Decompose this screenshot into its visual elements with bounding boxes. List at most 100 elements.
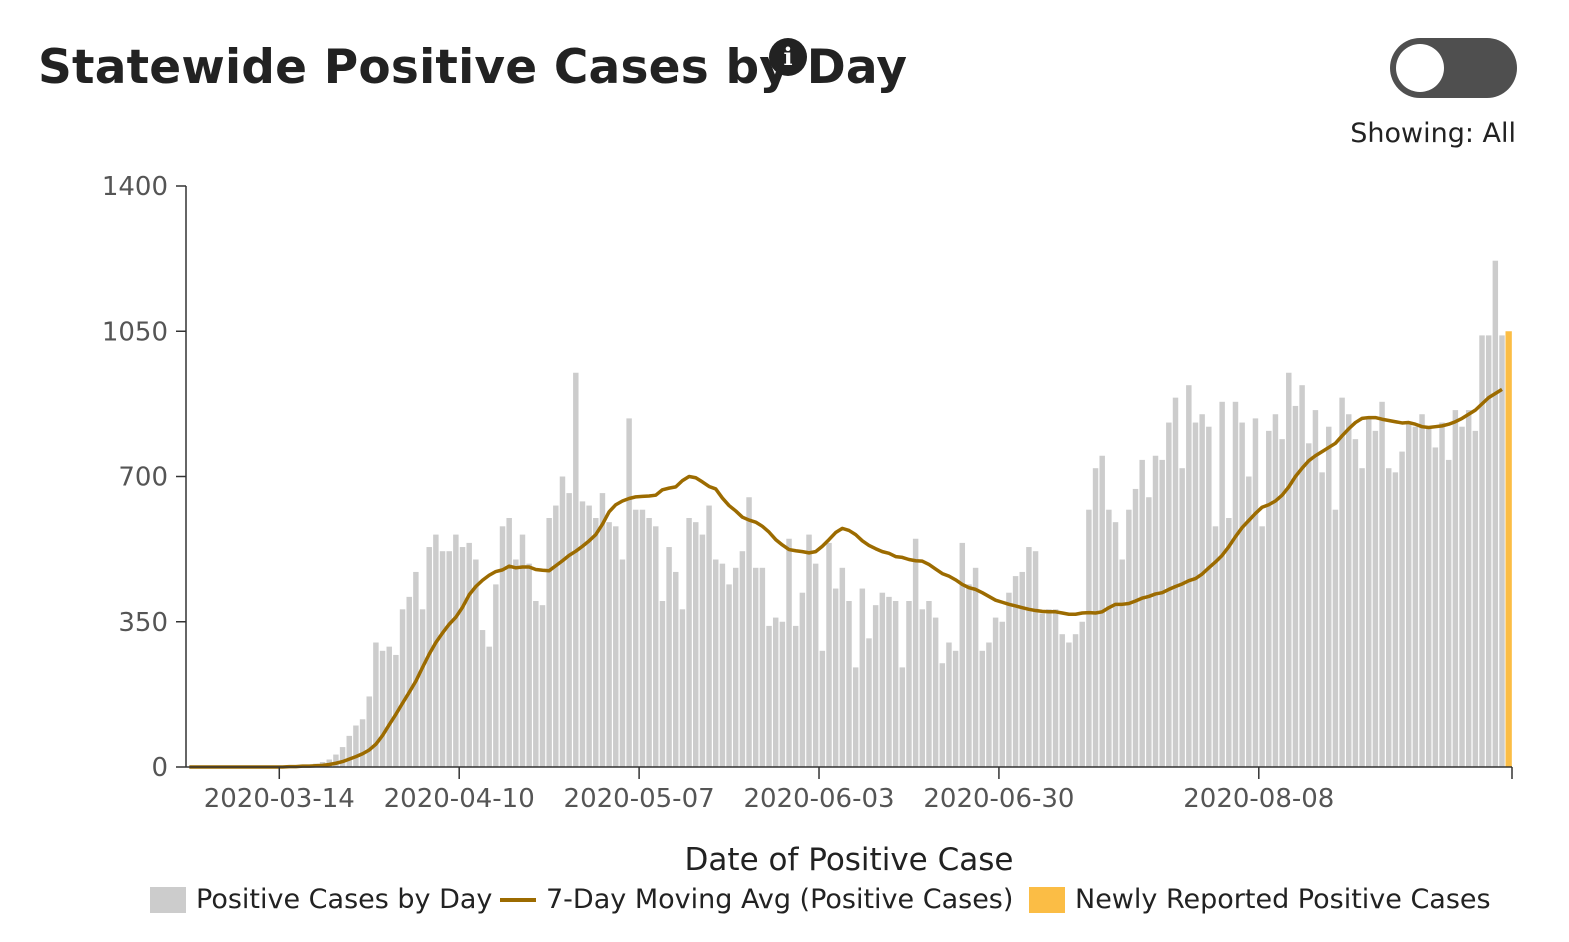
bar-positive-cases[interactable] <box>1286 372 1292 767</box>
bar-positive-cases[interactable] <box>566 493 572 767</box>
bar-positive-cases[interactable] <box>1432 447 1439 767</box>
bar-positive-cases[interactable] <box>812 563 819 767</box>
bar-positive-cases[interactable] <box>719 563 726 767</box>
bar-positive-cases[interactable] <box>606 522 612 767</box>
bar-positive-cases[interactable] <box>1139 459 1145 767</box>
bar-positive-cases[interactable] <box>706 505 712 767</box>
bar-positive-cases[interactable] <box>872 605 879 767</box>
bar-positive-cases[interactable] <box>433 534 439 767</box>
bar-positive-cases[interactable] <box>1026 547 1032 767</box>
bar-positive-cases[interactable] <box>1126 509 1132 767</box>
bar-positive-cases[interactable] <box>419 609 426 767</box>
bar-positive-cases[interactable] <box>1066 642 1072 768</box>
bar-positive-cases[interactable] <box>659 601 666 767</box>
bar-positive-cases[interactable] <box>759 567 766 767</box>
bar-positive-cases[interactable] <box>686 518 692 767</box>
bar-positive-cases[interactable] <box>1246 476 1252 768</box>
bar-positive-cases[interactable] <box>1172 397 1179 767</box>
bar-positive-cases[interactable] <box>1385 468 1392 767</box>
bar-positive-cases[interactable] <box>732 567 739 767</box>
bar-positive-cases[interactable] <box>333 754 339 767</box>
bar-positive-cases[interactable] <box>1479 335 1485 767</box>
bar-positive-cases[interactable] <box>1199 414 1205 767</box>
bar-positive-cases[interactable] <box>959 542 966 767</box>
bar-positive-cases[interactable] <box>513 559 519 768</box>
info-icon[interactable]: i <box>769 38 807 76</box>
bar-positive-cases[interactable] <box>886 596 892 767</box>
bar-positive-cases[interactable] <box>1339 397 1345 767</box>
bar-positive-cases[interactable] <box>1266 430 1272 767</box>
bar-positive-cases[interactable] <box>726 584 732 767</box>
bar-positive-cases[interactable] <box>599 493 606 767</box>
bar-positive-cases[interactable] <box>546 518 552 767</box>
bar-positive-cases[interactable] <box>633 509 639 767</box>
bar-positive-cases[interactable] <box>1052 609 1059 767</box>
bar-positive-cases[interactable] <box>752 567 759 767</box>
bar-positive-cases[interactable] <box>1499 335 1505 767</box>
bar-positive-cases[interactable] <box>439 551 446 767</box>
bar-positive-cases[interactable] <box>359 719 366 767</box>
bar-positive-cases[interactable] <box>992 617 999 767</box>
bar-positive-cases[interactable] <box>579 501 586 767</box>
bar-positive-cases[interactable] <box>926 601 932 767</box>
bar-positive-cases[interactable] <box>373 642 379 768</box>
bar-positive-cases[interactable] <box>852 667 859 767</box>
bar-positive-cases[interactable] <box>1046 609 1052 767</box>
bar-positive-cases[interactable] <box>1152 455 1159 767</box>
bar-positive-cases[interactable] <box>966 584 972 767</box>
bar-positive-cases[interactable] <box>786 538 792 767</box>
bar-positive-cases[interactable] <box>573 372 579 767</box>
bar-positive-cases[interactable] <box>1086 509 1092 767</box>
bar-positive-cases[interactable] <box>626 418 632 767</box>
bar-positive-cases[interactable] <box>1232 401 1239 767</box>
bar-positive-cases[interactable] <box>892 601 899 767</box>
bar-positive-cases[interactable] <box>739 551 746 767</box>
bar-positive-cases[interactable] <box>493 584 499 767</box>
bar-newly-reported[interactable] <box>1505 331 1512 767</box>
bar-positive-cases[interactable] <box>979 650 985 767</box>
bar-positive-cases[interactable] <box>1259 526 1265 767</box>
bar-positive-cases[interactable] <box>1219 401 1225 767</box>
bar-positive-cases[interactable] <box>1272 414 1279 767</box>
bar-positive-cases[interactable] <box>1425 426 1432 767</box>
bar-positive-cases[interactable] <box>1366 418 1372 767</box>
bar-positive-cases[interactable] <box>1306 443 1312 767</box>
legend-item-newly-reported[interactable]: Newly Reported Positive Cases <box>1029 884 1491 915</box>
bar-positive-cases[interactable] <box>999 621 1005 767</box>
bar-positive-cases[interactable] <box>1312 410 1319 767</box>
bar-positive-cases[interactable] <box>466 542 472 767</box>
bar-positive-cases[interactable] <box>366 696 372 767</box>
bar-positive-cases[interactable] <box>406 596 412 767</box>
bar-positive-cases[interactable] <box>506 518 512 767</box>
bar-positive-cases[interactable] <box>1186 385 1192 767</box>
bar-positive-cases[interactable] <box>1359 468 1365 767</box>
bar-positive-cases[interactable] <box>819 650 826 767</box>
bar-positive-cases[interactable] <box>1445 459 1452 767</box>
bar-positive-cases[interactable] <box>586 505 592 767</box>
bar-positive-cases[interactable] <box>1239 422 1245 767</box>
legend-item-moving-avg[interactable]: 7-Day Moving Avg (Positive Cases) <box>500 884 1013 915</box>
bar-positive-cases[interactable] <box>1419 414 1425 767</box>
bar-positive-cases[interactable] <box>1252 418 1259 767</box>
bar-positive-cases[interactable] <box>1332 509 1339 767</box>
view-toggle[interactable] <box>1390 38 1517 98</box>
bar-positive-cases[interactable] <box>972 567 979 767</box>
bar-positive-cases[interactable] <box>699 534 706 767</box>
bar-positive-cases[interactable] <box>646 518 652 767</box>
bar-positive-cases[interactable] <box>339 747 346 767</box>
bar-positive-cases[interactable] <box>379 650 386 767</box>
bar-positive-cases[interactable] <box>792 625 799 767</box>
bar-positive-cases[interactable] <box>693 522 699 767</box>
bar-positive-cases[interactable] <box>346 735 352 767</box>
bar-positive-cases[interactable] <box>746 497 752 767</box>
bar-positive-cases[interactable] <box>912 538 919 767</box>
bar-positive-cases[interactable] <box>453 534 459 767</box>
bar-positive-cases[interactable] <box>1106 509 1112 767</box>
bar-positive-cases[interactable] <box>1166 422 1172 767</box>
bar-positive-cases[interactable] <box>1059 634 1065 767</box>
bar-positive-cases[interactable] <box>386 646 392 767</box>
bar-positive-cases[interactable] <box>473 559 479 768</box>
bar-positive-cases[interactable] <box>932 617 939 767</box>
bar-positive-cases[interactable] <box>1072 634 1079 767</box>
bar-positive-cases[interactable] <box>399 609 406 767</box>
